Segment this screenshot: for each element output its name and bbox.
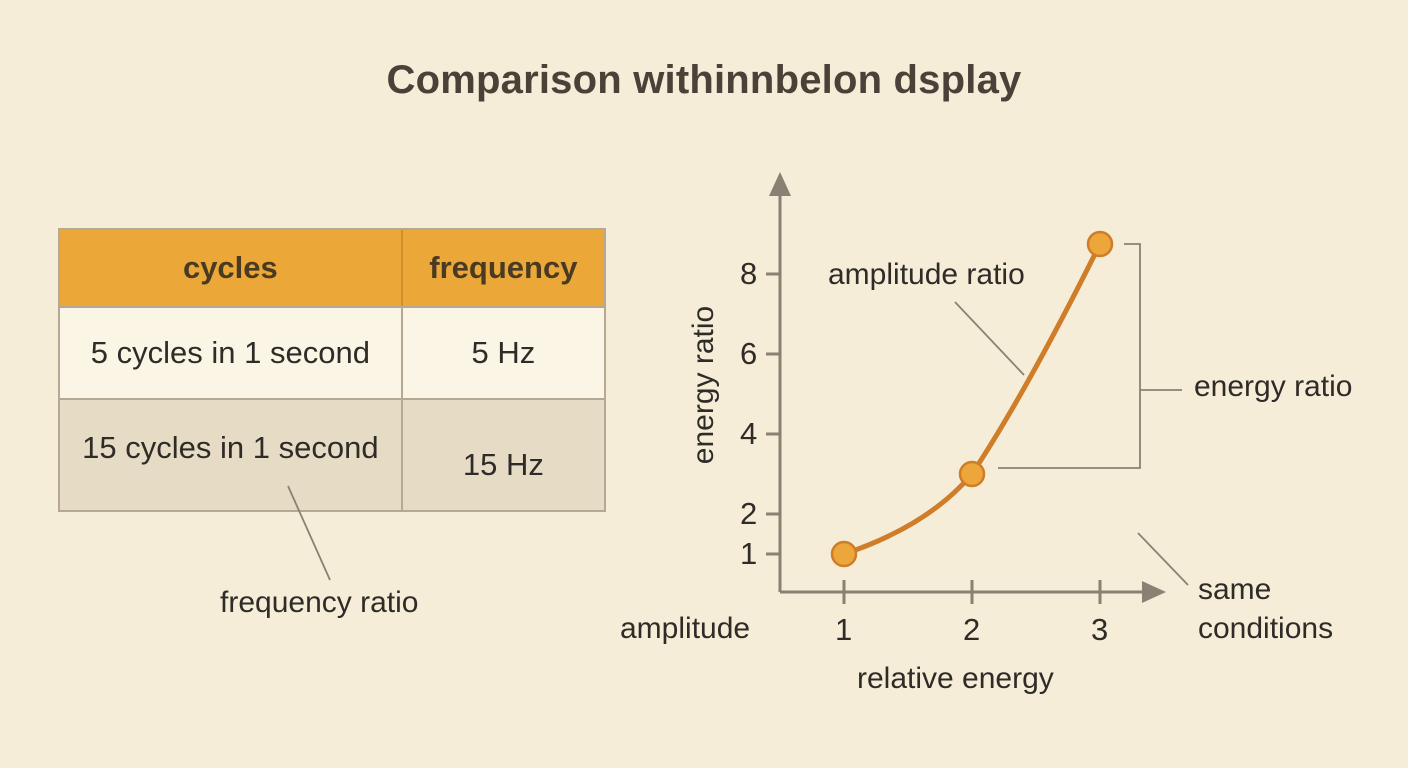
data-points: [830, 230, 1114, 568]
table-header-row: cycles frequency: [60, 230, 604, 306]
tick-marks: [766, 272, 1102, 604]
energy-ratio-bracket: [998, 243, 1141, 469]
cell-frequency: 15 Hz: [462, 447, 544, 482]
data-point: [1086, 230, 1114, 258]
frequency-ratio-label: frequency ratio: [220, 586, 419, 619]
x-tick-label: 1: [835, 612, 853, 647]
table-row: 5 cycles in 1 second 5 Hz: [60, 306, 604, 398]
table-row: 15 cycles in 1 second 15 Hz: [60, 398, 604, 510]
y-tick-label: 4: [740, 416, 758, 451]
amplitude-ratio-leader: [954, 301, 1025, 376]
y-tick-label: 8: [740, 256, 758, 291]
y-tick-label: 2: [740, 496, 758, 531]
y-axis-label: energy ratio: [687, 305, 720, 465]
y-tick-label: 1: [740, 536, 758, 571]
y-tick-label: 6: [740, 336, 758, 371]
x-axis-label: relative energy: [857, 662, 1054, 695]
header-cycles: cycles: [60, 230, 403, 306]
cell-frequency: 5 Hz: [471, 335, 536, 370]
data-point: [830, 540, 858, 568]
data-point: [958, 460, 986, 488]
y-axis-arrow: [769, 172, 791, 196]
frequency-ratio-leader: [287, 485, 331, 581]
bracket-annotation: energy ratio: [1194, 370, 1353, 403]
header-frequency: frequency: [429, 250, 578, 285]
page-title: Comparison withinnbelon dsplay: [386, 58, 1022, 102]
x-axis-arrow: [1142, 581, 1166, 603]
x-axis-end-label: amplitude: [620, 612, 751, 645]
x-tick-label: 2: [963, 612, 981, 647]
cell-cycles: 15 cycles in 1 second: [60, 400, 403, 510]
same-conditions-leader: [1137, 532, 1189, 586]
x-tick-label: 3: [1091, 612, 1109, 647]
note-line2: conditions: [1198, 612, 1334, 645]
curve-annotation: amplitude ratio: [828, 258, 1025, 291]
cell-cycles: 5 cycles in 1 second: [60, 308, 403, 398]
note-line1: same: [1198, 573, 1272, 606]
comparison-table: cycles frequency 5 cycles in 1 second 5 …: [58, 228, 606, 512]
